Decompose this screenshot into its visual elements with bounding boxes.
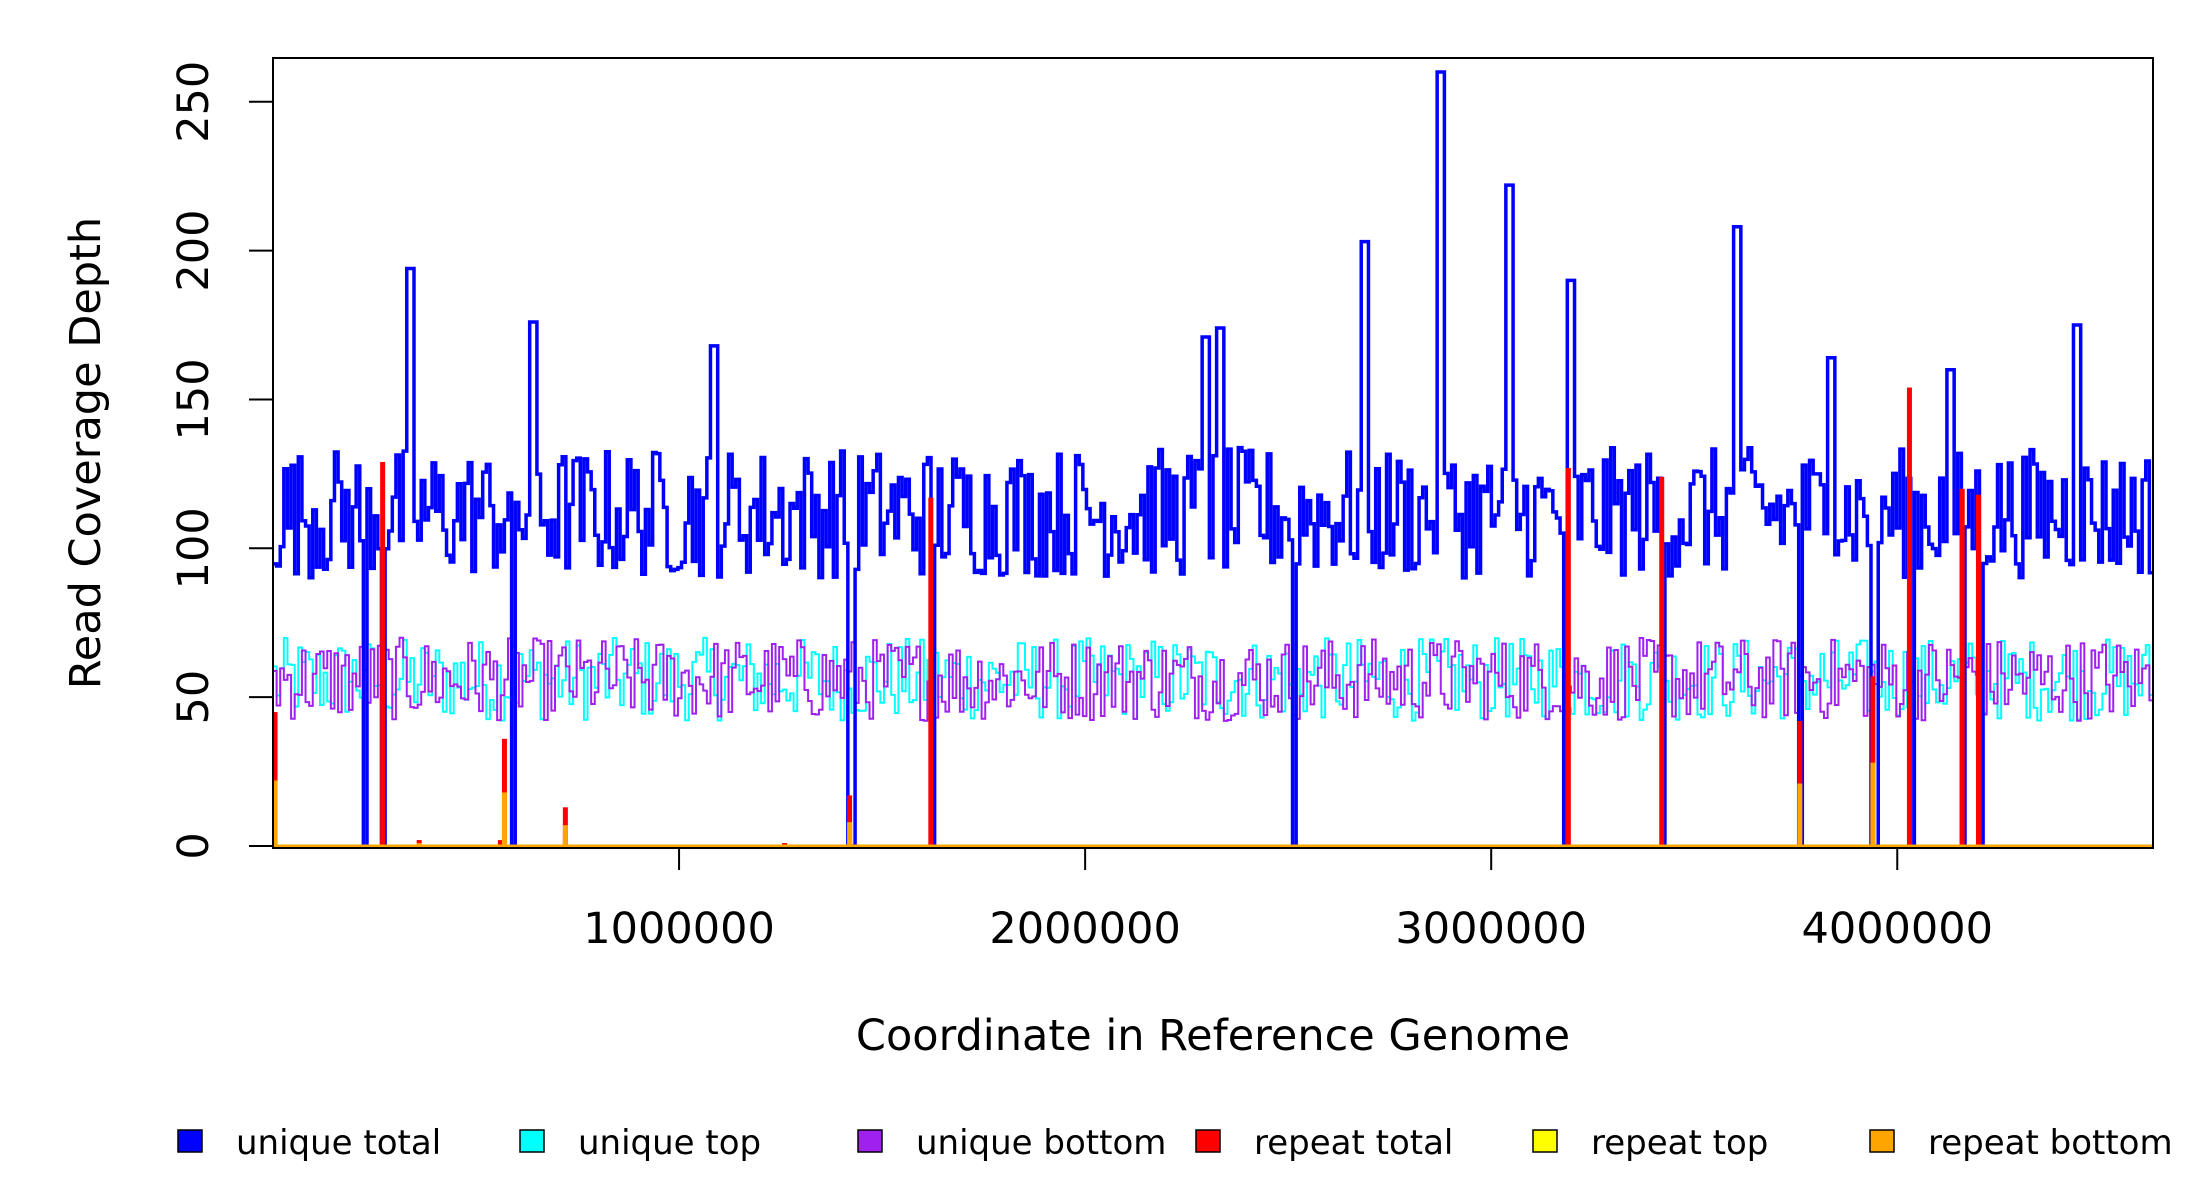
x-tick-label: 3000000 xyxy=(1395,904,1587,954)
series-spike-repeat-total xyxy=(1906,387,1912,846)
series-spike-repeat-total xyxy=(380,461,386,846)
legend-swatch xyxy=(1532,1129,1558,1153)
series-spike-repeat-bottom xyxy=(501,792,507,846)
x-tick-label: 4000000 xyxy=(1801,904,1993,954)
series-spike-repeat-bottom xyxy=(273,780,278,846)
series-spike-repeat-total xyxy=(1565,467,1571,846)
series-spike-repeat-bottom xyxy=(1797,783,1803,846)
series-spike-repeat-total xyxy=(847,795,853,846)
series-line-unique-bottom xyxy=(273,636,2153,722)
series-spike-repeat-bottom xyxy=(1870,762,1876,846)
series-line-unique-total xyxy=(273,70,2153,848)
legend-item: unique total xyxy=(177,1123,441,1163)
y-tick-label: 50 xyxy=(169,670,219,725)
series-spike-repeat-total xyxy=(1975,494,1981,846)
series-spike-repeat-total xyxy=(497,840,503,846)
legend-swatch xyxy=(519,1129,545,1153)
legend-label: unique top xyxy=(578,1123,761,1163)
legend-item: repeat top xyxy=(1532,1123,1768,1163)
legend: unique total unique top unique bottom repea… xyxy=(177,1123,2173,1163)
x-tick-label: 1000000 xyxy=(583,904,775,954)
x-tick-label: 2000000 xyxy=(989,904,1181,954)
series-spike-repeat-bottom xyxy=(416,843,422,846)
legend-swatch xyxy=(857,1129,883,1153)
legend-item: repeat bottom xyxy=(1869,1123,2173,1163)
y-tick-label: 250 xyxy=(169,61,219,143)
legend-item: repeat total xyxy=(1195,1123,1453,1163)
legend-label: repeat total xyxy=(1254,1123,1453,1163)
x-axis: 1000000 2000000 3000000 4000000 xyxy=(583,848,1993,954)
series-spike-repeat-total xyxy=(273,712,278,846)
series-spike-repeat-bottom xyxy=(562,825,568,846)
legend-label: unique bottom xyxy=(916,1123,1166,1163)
legend-label: unique total xyxy=(236,1123,441,1163)
x-axis-label: Coordinate in Reference Genome xyxy=(856,1011,1570,1061)
series-spike-repeat-bottom xyxy=(847,822,853,846)
y-tick-label: 100 xyxy=(169,507,219,589)
legend-item: unique bottom xyxy=(857,1123,1166,1163)
legend-item: unique top xyxy=(519,1123,761,1163)
series-spike-repeat-total xyxy=(1959,488,1965,846)
legend-swatch xyxy=(177,1129,203,1153)
series-spike-repeat-total xyxy=(1870,676,1876,846)
legend-label: repeat bottom xyxy=(1928,1123,2173,1163)
series-layer xyxy=(273,70,2153,848)
legend-swatch xyxy=(1195,1129,1221,1153)
series-spike-repeat-total xyxy=(1659,476,1665,846)
legend-swatch xyxy=(1869,1129,1895,1153)
y-tick-label: 0 xyxy=(169,832,219,859)
y-tick-label: 150 xyxy=(169,358,219,440)
y-axis: 0 50 100 150 200 250 xyxy=(169,61,274,860)
y-tick-label: 200 xyxy=(169,210,219,292)
legend-label: repeat top xyxy=(1591,1123,1768,1163)
series-spike-repeat-total xyxy=(928,497,934,846)
y-axis-label: Read Coverage Depth xyxy=(61,217,111,689)
